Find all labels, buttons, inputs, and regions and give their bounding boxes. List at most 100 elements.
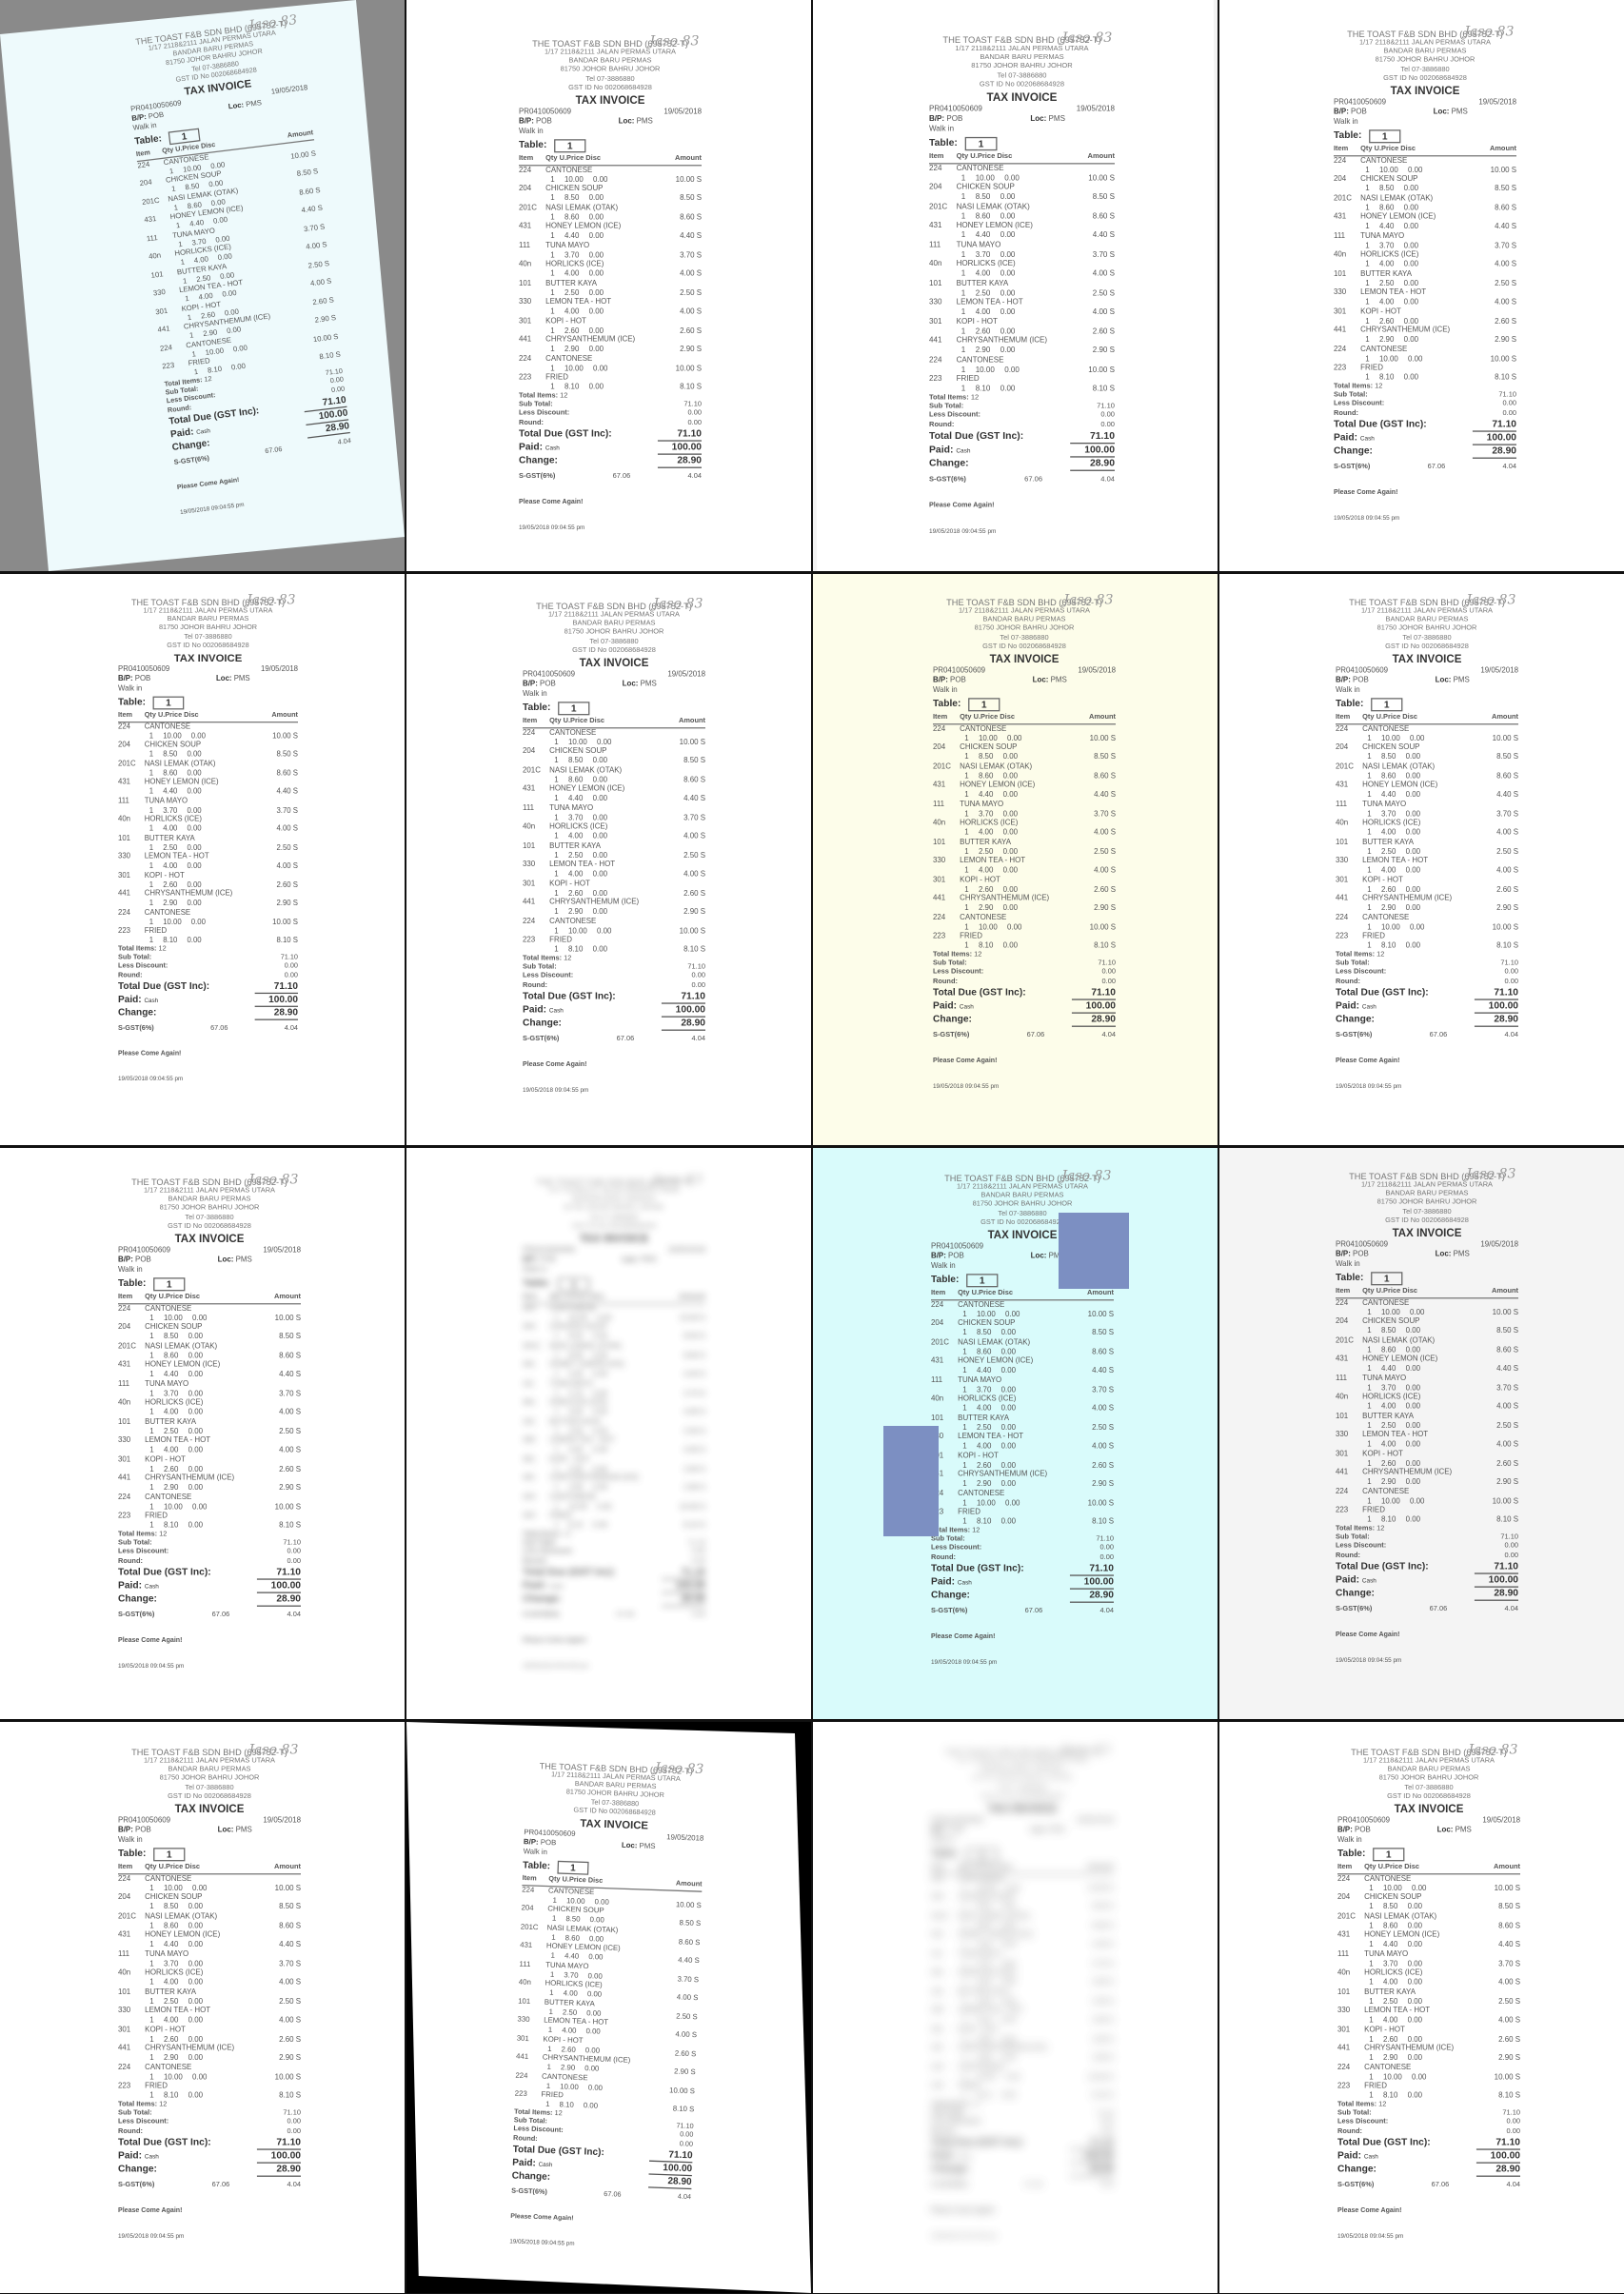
round-value: 0.00 [287,1557,301,1565]
item-amount: 2.90 S [683,907,705,917]
item-uprice: 3.70 [564,250,580,260]
item-code: 301 [933,876,946,884]
line-item: 111 TUNA MAYO 1 3.70 0.00 3.70 S [929,241,1115,260]
item-code: 330 [519,298,532,307]
round-row: Round: 0.00 [1336,1552,1518,1560]
gst-base: 67.06 [616,1035,635,1043]
store-gst-id: GST ID No 002068684928 [167,642,249,650]
item-code: 330 [931,2007,944,2016]
item-uprice: 3.70 [1382,1959,1398,1968]
item-amount: 4.00 S [683,1446,705,1455]
gst-label: S-GST(6%) [523,1035,560,1043]
item-uprice: 2.90 [1380,1477,1396,1487]
item-name: NASI LEMAK (OTAK) [549,1341,623,1351]
item-amount: 2.50 S [683,1427,705,1436]
col-amount: Amount [271,711,298,720]
paid-row: Paid: Cash 100.00 [929,444,1115,458]
item-uprice: 4.00 [1382,1978,1398,1987]
item-name: CHICKEN SOUP [1362,1317,1420,1327]
item-uprice: 4.00 [1378,298,1395,307]
print-timestamp: 19/05/2018 09:04:55 pm [931,2232,998,2241]
item-qty: 1 [1365,335,1370,345]
item-uprice: 8.10 [1380,1515,1396,1525]
bp-label: B/P: [929,114,945,124]
footer-message: Please Come Again! [1334,488,1398,497]
item-name: HORLICKS (ICE) [1362,1393,1421,1402]
item-qty: 1 [554,738,559,747]
print-timestamp: 19/05/2018 09:04:55 pm [519,524,585,532]
store-address-2: BANDAR BARU PERMAS [980,54,1064,62]
change-value: 28.90 [1475,2164,1520,2177]
col-disc: Disc [1404,1863,1419,1871]
subtotal-row: Sub Total: 71.10 [1336,960,1518,969]
print-timestamp: 19/05/2018 09:04:55 pm [118,2232,185,2241]
item-name: FRIED [549,1512,572,1521]
loc-value: PMS [639,1842,656,1851]
gst-label: S-GST(6%) [118,1024,154,1033]
item-disc: 0.00 [1000,211,1016,221]
col-qty: Qty [145,1293,157,1301]
store-address-3: 81750 JOHOR BAHRU JOHOR [159,1775,260,1783]
item-qty: 1 [962,2091,967,2101]
store-address-2: BANDAR BARU PERMAS [572,620,656,628]
invoice-number: PR0410050609 [931,1242,984,1252]
item-uprice: 4.00 [163,1446,179,1455]
item-qty: 1 [1369,2091,1374,2101]
item-uprice: 2.50 [564,288,580,298]
item-name: KOPI - HOT [956,317,998,326]
item-qty: 1 [962,1460,967,1470]
store-tel: Tel 07-3886880 [185,1784,234,1791]
subtotal-value: 71.10 [283,1539,301,1548]
item-uprice: 4.00 [1382,2016,1398,2026]
invoice-meta: PR0410050609 19/05/2018 [118,1817,301,1827]
line-item: 101 BUTTER KAYA 1 2.50 0.00 2.50 S [931,1987,1114,2007]
store-address-2: BANDAR BARU PERMAS [167,616,249,624]
total-items-row: Total Items: 12 [519,392,702,401]
item-code: 204 [1336,743,1349,753]
round-label: Round: [1337,2127,1362,2135]
item-disc: 0.00 [1002,809,1019,819]
item-disc: 0.00 [584,2065,600,2074]
item-qty: 1 [554,775,559,784]
round-row: Round: 0.00 [1337,2127,1520,2136]
invoice-title: TAX INVOICE [1394,1803,1464,1815]
item-amount: 4.00 S [1498,1978,1520,1987]
item-amount: 10.00 S [1088,173,1115,183]
invoice-number: PR0410050609 [523,1246,576,1256]
items-list: 224 CANTONESE 1 10.00 0.00 10.00 S 204 CHICKEN … [523,1304,705,1531]
subtotal-label: Sub Total: [929,403,964,411]
item-code: 431 [1337,1930,1351,1940]
item-uprice: 10.00 [567,1502,587,1512]
col-qty: Qty [548,1875,561,1884]
item-code: 223 [118,2082,131,2091]
item-uprice: 4.40 [975,230,991,241]
handwritten-signature: Jaso 83 [1063,591,1114,608]
item-disc: 0.00 [1405,1364,1421,1374]
item-name: NASI LEMAK (OTAK) [958,1337,1031,1347]
item-amount: 8.10 S [683,1521,705,1531]
item-qty: 1 [1369,1903,1374,1911]
item-amount: 4.00 S [1094,828,1116,838]
item-code: 301 [523,880,536,888]
item-uprice: 2.60 [163,880,178,890]
item-amount: 4.40 S [683,1370,705,1379]
item-amount: 8.50 S [1498,1903,1520,1911]
item-uprice: 3.70 [1380,809,1396,819]
total-due-row: Total Due (GST Inc): 71.10 [519,427,702,442]
store-gst-id: GST ID No 002068684928 [1383,74,1467,83]
total-items-value: 12 [159,2101,168,2109]
total-items-row: Total Items: 12 [118,946,298,955]
bp-loc-row: B/P: POB Loc: PMS [118,675,298,684]
store-gst-id: GST ID No 002068684928 [572,1222,656,1231]
item-code: 330 [118,852,131,861]
bp-loc-row: B/P: POB Loc: PMS [1336,676,1518,685]
item-uprice: 4.00 [563,1989,578,1999]
item-code: 111 [929,240,941,250]
store-tel: Tel 07-3886880 [185,1214,234,1221]
item-qty: 1 [964,941,969,951]
subtotal-row: Sub Total: 71.10 [519,402,702,410]
item-name: HONEY LEMON (ICE) [549,784,625,794]
line-item: 204 CHICKEN SOUP 1 8.50 0.00 8.50 S [931,1319,1114,1338]
